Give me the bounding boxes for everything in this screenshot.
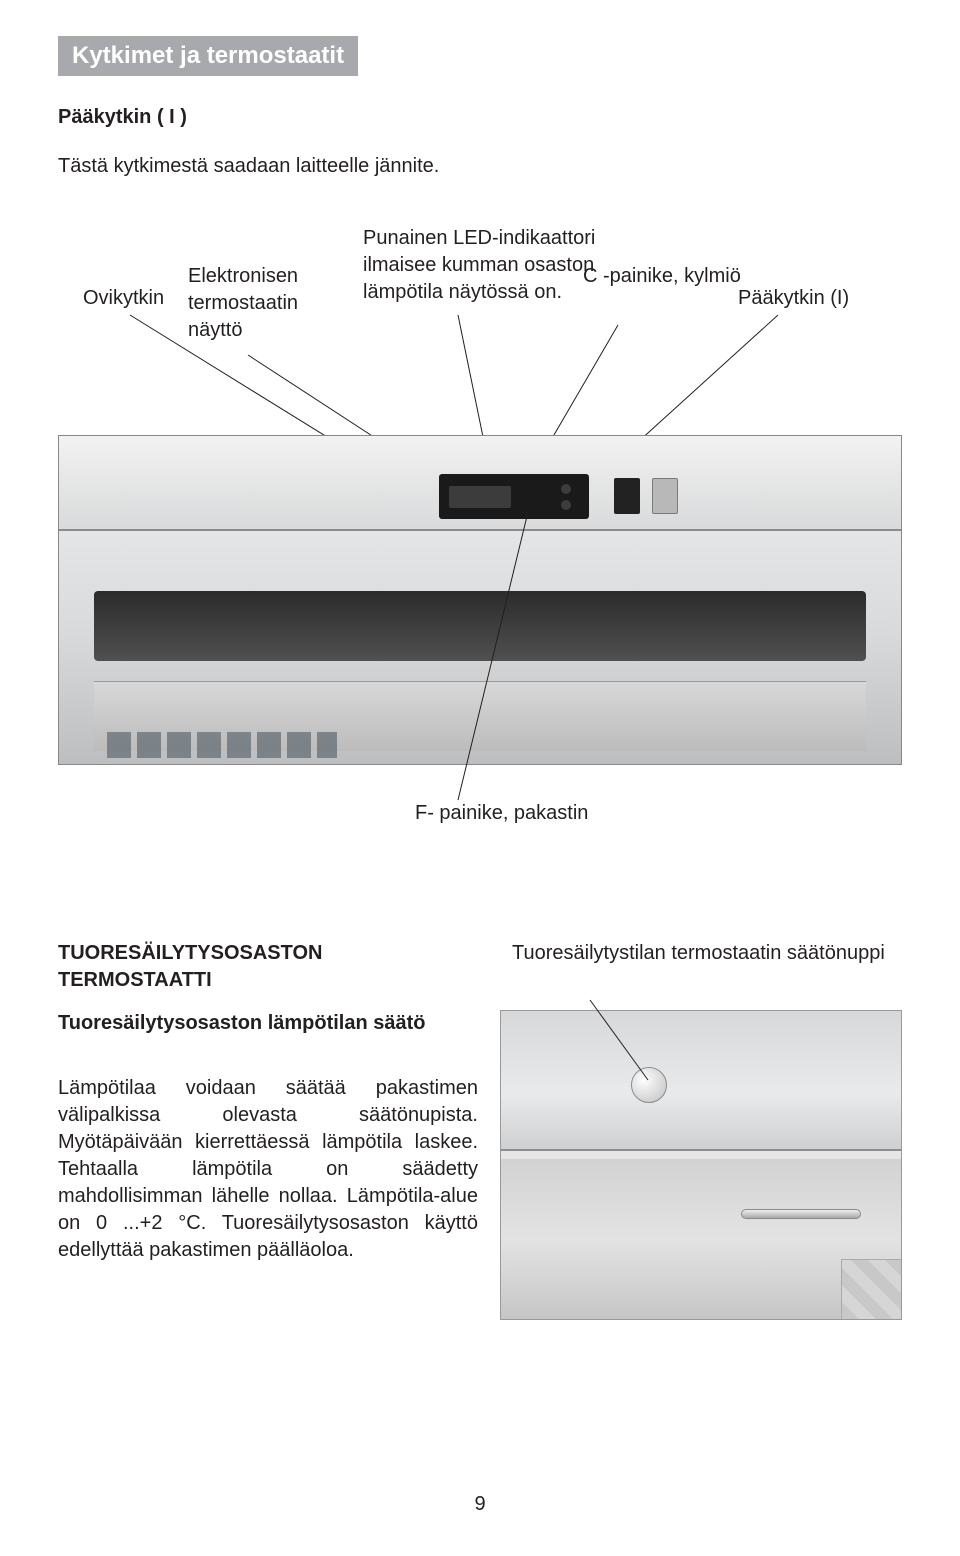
control-panel bbox=[439, 474, 589, 519]
label-paakytkin: Pääkytkin (I) bbox=[738, 285, 849, 312]
label-ovikytkin: Ovikytkin bbox=[83, 285, 164, 312]
main-switch-heading: Pääkytkin ( I ) bbox=[58, 106, 187, 129]
switch-light bbox=[652, 478, 678, 514]
floor-tile bbox=[841, 1259, 901, 1319]
label-elektronisen: Elektronisen termostaatin näyttö bbox=[188, 263, 328, 344]
section-header: Kytkimet ja termostaatit bbox=[58, 36, 358, 76]
switch-dark bbox=[614, 478, 640, 514]
page-number: 9 bbox=[0, 1493, 960, 1516]
thermostat-subheading: Tuoresäilytysosaston lämpötilan säätö bbox=[58, 1010, 478, 1037]
label-fpainike: F- painike, pakastin bbox=[415, 800, 588, 827]
drawer-icons bbox=[107, 732, 337, 758]
appliance-photo-bottom bbox=[500, 1010, 902, 1320]
label-cpainike: C -painike, kylmiö bbox=[583, 263, 741, 290]
thermostat-heading: TUORESÄILYTYSOSASTON TERMOSTAATTI bbox=[58, 940, 478, 994]
thermostat-body: Lämpötilaa voidaan säätää pakastimen väl… bbox=[58, 1075, 478, 1264]
thermostat-knob bbox=[631, 1067, 667, 1103]
intro-paragraph: Tästä kytkimestä saadaan laitteelle jänn… bbox=[58, 153, 478, 180]
photo-upper-panel bbox=[501, 1011, 901, 1151]
appliance-photo-top bbox=[58, 435, 902, 765]
dark-bar bbox=[94, 591, 866, 661]
drawer-handle bbox=[741, 1209, 861, 1219]
knob-label: Tuoresäilytystilan termostaatin säätönup… bbox=[512, 940, 892, 967]
